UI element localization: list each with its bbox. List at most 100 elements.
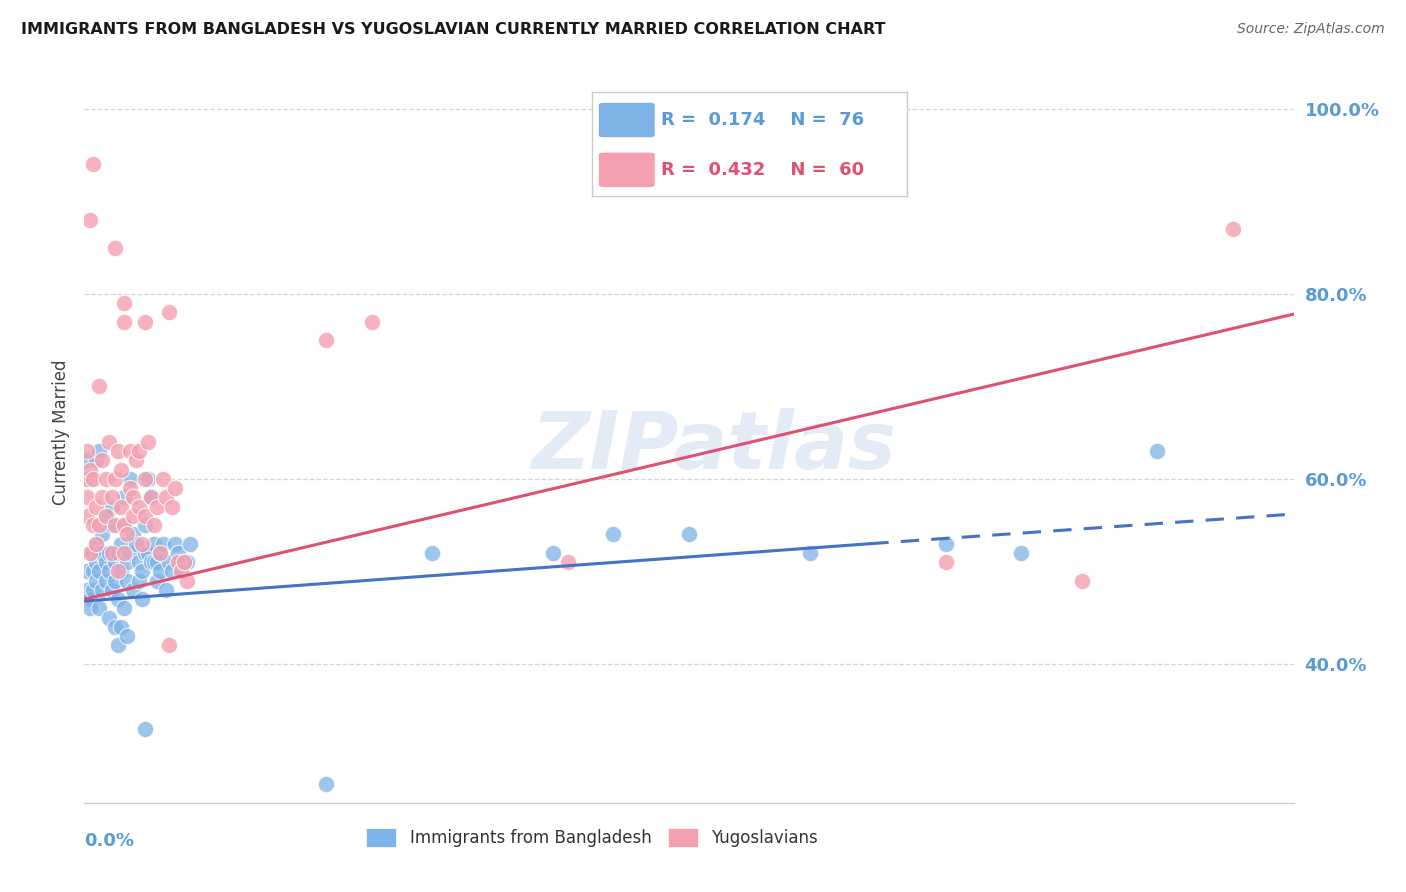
Point — [799, 546, 821, 560]
Point — [97, 546, 120, 560]
Point — [110, 500, 132, 514]
Point — [118, 481, 141, 495]
Point — [315, 333, 337, 347]
Text: IMMIGRANTS FROM BANGLADESH VS YUGOSLAVIAN CURRENTLY MARRIED CORRELATION CHART: IMMIGRANTS FROM BANGLADESH VS YUGOSLAVIA… — [21, 22, 886, 37]
Point — [82, 565, 104, 579]
Point — [86, 500, 108, 514]
Point — [678, 527, 700, 541]
Point — [121, 491, 143, 505]
Point — [125, 536, 148, 550]
Point — [112, 296, 135, 310]
Point — [173, 555, 195, 569]
Point — [97, 434, 120, 449]
Point — [104, 620, 127, 634]
Point — [420, 546, 443, 560]
Point — [128, 555, 150, 569]
Point — [107, 444, 129, 458]
Point — [139, 491, 162, 505]
Point — [121, 508, 143, 523]
Point — [112, 315, 135, 329]
Point — [86, 555, 108, 569]
Point — [110, 620, 132, 634]
Point — [121, 527, 143, 541]
Point — [118, 546, 141, 560]
Point — [152, 472, 174, 486]
Point — [170, 565, 193, 579]
Point — [142, 536, 165, 550]
Point — [107, 546, 129, 560]
Point — [82, 518, 104, 533]
Point — [139, 491, 162, 505]
Point — [104, 555, 127, 569]
Point — [97, 610, 120, 624]
Point — [167, 546, 190, 560]
Point — [112, 491, 135, 505]
Point — [76, 472, 98, 486]
Point — [79, 601, 101, 615]
Point — [134, 472, 156, 486]
Point — [89, 518, 111, 533]
Point — [155, 582, 177, 597]
Point — [91, 582, 114, 597]
Point — [89, 601, 111, 615]
Point — [1011, 546, 1033, 560]
Point — [541, 546, 564, 560]
Point — [121, 582, 143, 597]
Point — [131, 536, 153, 550]
Text: ZIPatlas: ZIPatlas — [530, 409, 896, 486]
Point — [935, 536, 957, 550]
Point — [86, 536, 108, 550]
Point — [89, 546, 111, 560]
Point — [134, 518, 156, 533]
Point — [315, 777, 337, 791]
Point — [112, 518, 135, 533]
Point — [89, 444, 111, 458]
Point — [935, 555, 957, 569]
Point — [136, 434, 159, 449]
Point — [165, 481, 187, 495]
Point — [173, 555, 195, 569]
Point — [89, 565, 111, 579]
Point — [79, 212, 101, 227]
Point — [176, 555, 198, 569]
Point — [86, 574, 108, 588]
Point — [76, 508, 98, 523]
Point — [128, 574, 150, 588]
Point — [115, 555, 138, 569]
Point — [115, 629, 138, 643]
Point — [104, 240, 127, 255]
Point — [100, 582, 122, 597]
Point — [79, 546, 101, 560]
Point — [118, 444, 141, 458]
Text: Source: ZipAtlas.com: Source: ZipAtlas.com — [1237, 22, 1385, 37]
Point — [79, 592, 101, 607]
Point — [160, 500, 183, 514]
Point — [125, 453, 148, 467]
Point — [360, 315, 382, 329]
Point — [104, 472, 127, 486]
Point — [152, 536, 174, 550]
Point — [1222, 222, 1244, 236]
Point — [79, 462, 101, 476]
Point — [86, 536, 108, 550]
Point — [112, 601, 135, 615]
Point — [179, 536, 201, 550]
Point — [100, 546, 122, 560]
Point — [134, 722, 156, 736]
Point — [165, 536, 187, 550]
Point — [100, 491, 122, 505]
Point — [110, 462, 132, 476]
Point — [131, 592, 153, 607]
Point — [115, 574, 138, 588]
Point — [104, 574, 127, 588]
Point — [110, 536, 132, 550]
Point — [167, 555, 190, 569]
Point — [82, 472, 104, 486]
Point — [136, 472, 159, 486]
Point — [146, 574, 169, 588]
Point — [104, 518, 127, 533]
Point — [91, 527, 114, 541]
Point — [1071, 574, 1094, 588]
Point — [160, 565, 183, 579]
Point — [115, 527, 138, 541]
